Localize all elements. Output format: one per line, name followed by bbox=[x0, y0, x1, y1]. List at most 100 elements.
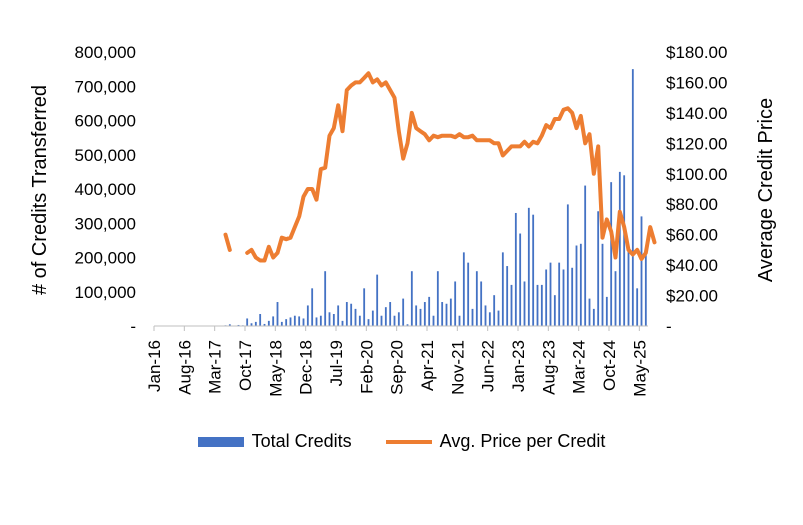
bar bbox=[527, 207, 530, 326]
right-tick-label: $20.00 bbox=[666, 287, 718, 306]
bar bbox=[298, 316, 301, 326]
bar bbox=[449, 298, 452, 326]
bar bbox=[605, 296, 608, 326]
bar bbox=[358, 315, 361, 326]
bar bbox=[384, 307, 387, 326]
bar bbox=[644, 250, 647, 326]
bar bbox=[471, 308, 474, 326]
legend-label-total-credits: Total Credits bbox=[251, 431, 352, 451]
bar bbox=[428, 296, 431, 326]
right-tick-label: - bbox=[666, 317, 672, 336]
x-tick-label: Jan-23 bbox=[509, 340, 528, 392]
x-tick-label: Aug-16 bbox=[175, 340, 194, 395]
x-tick-label: May-25 bbox=[630, 340, 649, 397]
bar bbox=[311, 288, 314, 326]
bar bbox=[584, 185, 587, 326]
bar bbox=[415, 305, 418, 326]
bar bbox=[423, 302, 426, 326]
bar bbox=[623, 175, 626, 326]
bar bbox=[497, 310, 500, 326]
x-tick-label: May-18 bbox=[266, 340, 285, 397]
legend-item-avg-price: Avg. Price per Credit bbox=[385, 431, 606, 452]
bar bbox=[393, 315, 396, 326]
bar bbox=[315, 317, 318, 326]
right-tick-label: $140.00 bbox=[666, 104, 727, 123]
legend-label-avg-price: Avg. Price per Credit bbox=[439, 431, 606, 451]
bar bbox=[406, 324, 409, 326]
bar bbox=[636, 288, 639, 326]
bar bbox=[484, 305, 487, 326]
right-tick-label: $60.00 bbox=[666, 226, 718, 245]
bar bbox=[276, 302, 279, 326]
bar bbox=[402, 298, 405, 326]
left-axis-title: # of Credits Transferred bbox=[29, 85, 51, 295]
bar bbox=[324, 271, 327, 326]
bar bbox=[610, 182, 613, 326]
bar bbox=[631, 69, 634, 326]
bar bbox=[246, 318, 249, 326]
right-tick-label: $40.00 bbox=[666, 256, 718, 275]
left-tick-label: 700,000 bbox=[75, 77, 136, 96]
bar bbox=[592, 308, 595, 326]
bar bbox=[341, 320, 344, 326]
bar bbox=[345, 302, 348, 326]
bar bbox=[549, 262, 552, 326]
bar bbox=[319, 315, 322, 326]
left-axis-ticks: - 100,000 200,000 300,000 400,000 500,000 600,… bbox=[75, 43, 136, 336]
bar bbox=[371, 310, 374, 326]
bar bbox=[363, 288, 366, 326]
left-tick-label: 600,000 bbox=[75, 112, 136, 131]
bar bbox=[467, 262, 470, 326]
bar bbox=[228, 324, 231, 326]
bar bbox=[588, 298, 591, 326]
bar bbox=[350, 303, 353, 326]
bar bbox=[259, 314, 262, 326]
x-tick-label: Mar-24 bbox=[570, 340, 589, 394]
legend-swatch-line bbox=[385, 439, 432, 444]
bar bbox=[597, 211, 600, 326]
bar bbox=[328, 312, 331, 326]
left-tick-label: 300,000 bbox=[75, 214, 136, 233]
bar bbox=[579, 243, 582, 326]
bar bbox=[501, 252, 504, 326]
bar bbox=[289, 317, 292, 326]
x-tick-label: Sep-20 bbox=[388, 340, 407, 395]
x-tick-label: Feb-20 bbox=[357, 340, 376, 394]
bar bbox=[285, 319, 288, 326]
bar bbox=[432, 315, 435, 326]
bar bbox=[601, 243, 604, 326]
legend-item-total-credits: Total Credits bbox=[197, 431, 352, 452]
bar-series-total-credits bbox=[224, 69, 647, 326]
right-tick-label: $180.00 bbox=[666, 43, 727, 62]
bar bbox=[380, 315, 383, 326]
x-tick-label: Apr-21 bbox=[418, 340, 437, 391]
bar bbox=[332, 314, 335, 326]
bar bbox=[506, 266, 509, 326]
bar bbox=[575, 245, 578, 326]
bar bbox=[354, 308, 357, 326]
bar bbox=[306, 305, 309, 326]
chart-legend: Total Credits Avg. Price per Credit bbox=[0, 431, 803, 452]
bar bbox=[376, 274, 379, 326]
bar bbox=[410, 271, 413, 326]
left-tick-label: - bbox=[130, 317, 136, 336]
bar bbox=[640, 216, 643, 326]
bar bbox=[571, 267, 574, 326]
bar bbox=[263, 323, 266, 326]
x-tick-label: Oct-24 bbox=[600, 340, 619, 391]
bar bbox=[540, 284, 543, 326]
bar bbox=[558, 262, 561, 326]
bar bbox=[510, 284, 513, 326]
x-tick-label: Jan-16 bbox=[145, 340, 164, 392]
bar bbox=[302, 318, 305, 326]
x-tick-label: Oct-17 bbox=[236, 340, 255, 391]
right-tick-label: $160.00 bbox=[666, 73, 727, 92]
bar bbox=[280, 321, 283, 326]
bar bbox=[458, 315, 461, 326]
bar bbox=[272, 316, 275, 326]
bar bbox=[389, 302, 392, 326]
bar bbox=[254, 321, 257, 326]
right-tick-label: $120.00 bbox=[666, 134, 727, 153]
bar bbox=[536, 284, 539, 326]
